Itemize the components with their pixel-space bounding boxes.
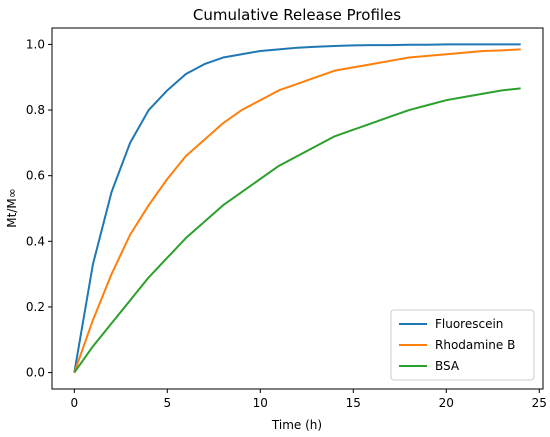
y-tick-label: 0.2: [26, 300, 45, 314]
x-tick-label: 5: [163, 396, 171, 410]
legend: Fluorescein Rhodamine B BSA: [390, 309, 535, 381]
legend-label: BSA: [435, 359, 460, 373]
x-tick-label: 20: [439, 396, 454, 410]
y-tick-label: 0.4: [26, 234, 45, 248]
y-axis-ticks: 0.0 0.2 0.4 0.6 0.8 1.0: [26, 37, 52, 380]
plot-frame: [51, 27, 544, 390]
x-axis-ticks: 0 5 10 15 20 25: [70, 389, 547, 410]
legend-label: Fluorescein: [435, 317, 503, 331]
series-lines: [73, 43, 521, 374]
legend-box: [390, 309, 535, 381]
x-tick-label: 0: [70, 396, 78, 410]
y-tick-label: 1.0: [26, 37, 45, 51]
x-tick-label: 25: [532, 396, 547, 410]
x-axis-label: Time (h): [271, 418, 322, 432]
series-line-rhodamine-b: [73, 48, 521, 373]
y-axis-label: Mt/M∞: [5, 188, 19, 227]
series-line-fluorescein: [73, 43, 521, 373]
y-tick-label: 0.6: [26, 169, 45, 183]
x-tick-label: 15: [346, 396, 361, 410]
y-tick-label: 0.0: [26, 366, 45, 380]
x-tick-label: 10: [253, 396, 268, 410]
chart-title: Cumulative Release Profiles: [193, 6, 401, 24]
legend-label: Rhodamine B: [435, 338, 515, 352]
series-line-bsa: [73, 87, 521, 374]
y-tick-label: 0.8: [26, 103, 45, 117]
